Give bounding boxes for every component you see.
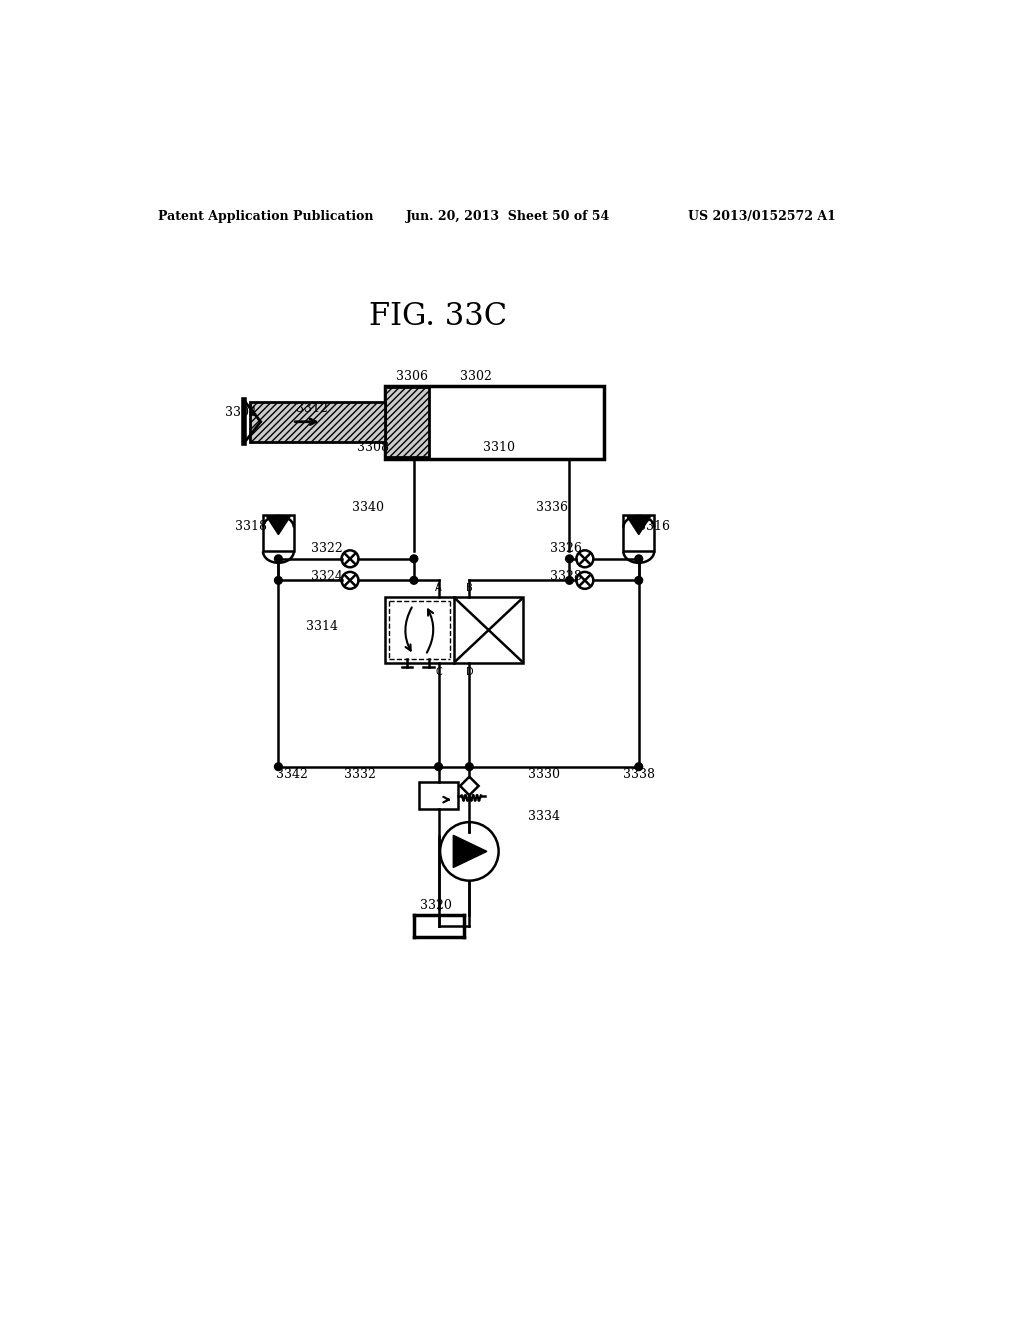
Bar — [385, 597, 523, 663]
Text: 3318: 3318 — [236, 520, 267, 533]
Circle shape — [410, 554, 418, 562]
Text: 3310: 3310 — [482, 441, 515, 454]
Circle shape — [274, 763, 283, 771]
Text: 3334: 3334 — [528, 810, 560, 824]
Text: 3340: 3340 — [351, 500, 384, 513]
Text: Patent Application Publication: Patent Application Publication — [158, 210, 373, 223]
Text: 3332: 3332 — [344, 768, 376, 781]
Text: 3312: 3312 — [296, 403, 328, 416]
Text: 3336: 3336 — [536, 500, 567, 513]
Bar — [263, 515, 294, 552]
Text: 3322: 3322 — [311, 543, 343, 556]
Text: 3326: 3326 — [550, 543, 582, 556]
Circle shape — [466, 763, 473, 771]
Text: 3316: 3316 — [638, 520, 670, 533]
Circle shape — [435, 763, 442, 771]
Circle shape — [635, 554, 643, 562]
Text: C: C — [435, 667, 442, 677]
Text: 3330: 3330 — [528, 768, 560, 781]
Circle shape — [410, 577, 418, 585]
Circle shape — [565, 554, 573, 562]
Polygon shape — [454, 836, 487, 867]
Text: 3324: 3324 — [311, 570, 343, 583]
Text: FIG. 33C: FIG. 33C — [370, 301, 508, 331]
Text: 3328: 3328 — [550, 570, 582, 583]
Text: 3342: 3342 — [276, 768, 308, 781]
Text: B: B — [466, 583, 473, 593]
Bar — [419, 781, 458, 809]
Circle shape — [635, 577, 643, 585]
Text: 3304: 3304 — [224, 407, 257, 418]
Text: US 2013/0152572 A1: US 2013/0152572 A1 — [688, 210, 836, 223]
Text: 3302: 3302 — [460, 370, 492, 383]
Text: Jun. 20, 2013  Sheet 50 of 54: Jun. 20, 2013 Sheet 50 of 54 — [406, 210, 610, 223]
Polygon shape — [266, 516, 290, 535]
Text: 3320: 3320 — [420, 899, 452, 912]
Text: 3308: 3308 — [357, 441, 389, 454]
Text: 3338: 3338 — [623, 768, 654, 781]
Text: A: A — [435, 583, 442, 593]
Circle shape — [274, 577, 283, 585]
Text: D: D — [466, 667, 473, 677]
Polygon shape — [627, 516, 650, 535]
Bar — [624, 515, 654, 552]
Circle shape — [635, 763, 643, 771]
Bar — [385, 385, 604, 459]
Bar — [250, 403, 385, 442]
Text: 3306: 3306 — [395, 370, 428, 383]
Bar — [385, 387, 429, 457]
Circle shape — [274, 554, 283, 562]
Text: 3314: 3314 — [305, 620, 338, 634]
Circle shape — [565, 577, 573, 585]
